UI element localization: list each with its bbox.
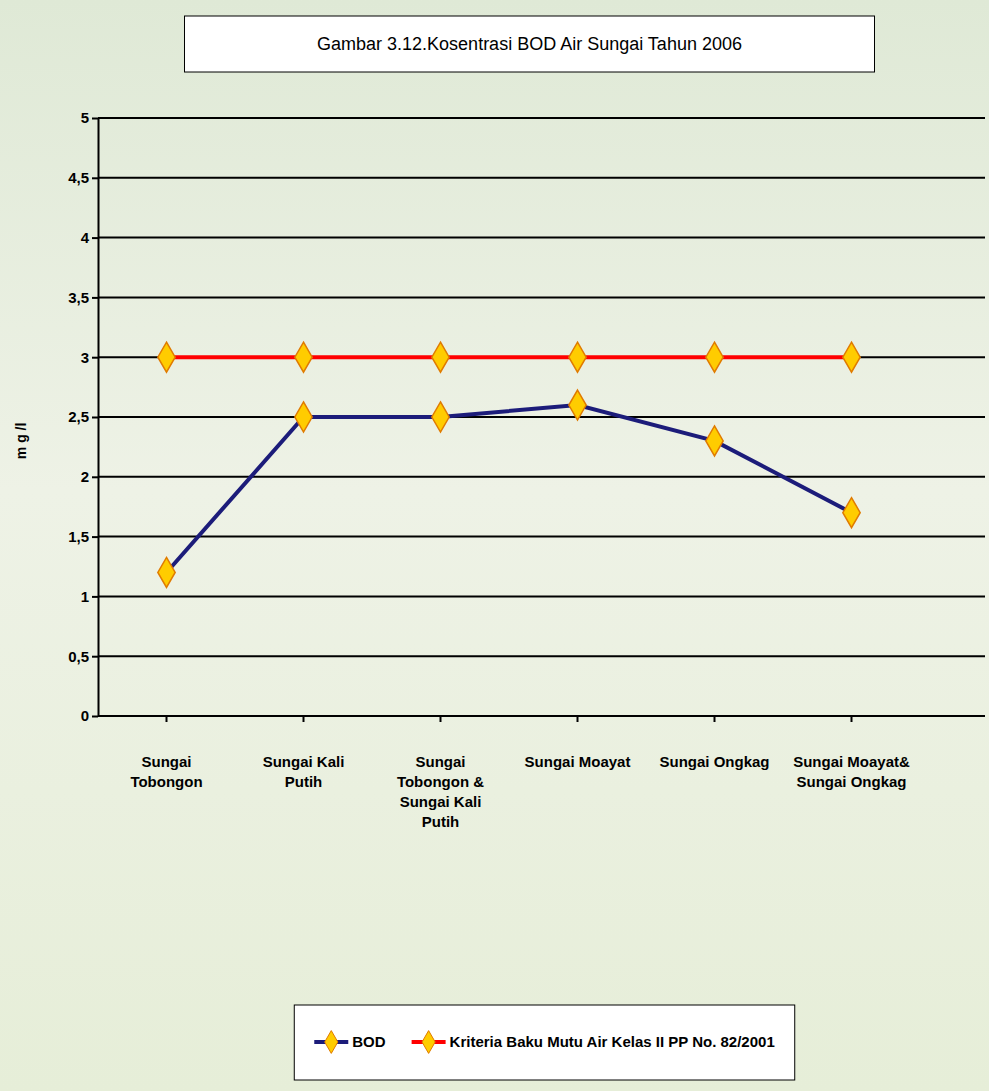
y-tick-mark xyxy=(92,237,98,239)
x-tick-label: Sungai Moayat&Sungai Ongkag xyxy=(793,753,910,790)
y-tick-mark xyxy=(92,417,98,419)
y-axis-title: m g /l xyxy=(13,423,29,460)
series-marker xyxy=(158,342,175,372)
legend-label: Kriteria Baku Mutu Air Kelas II PP No. 8… xyxy=(450,1033,775,1050)
y-tick-mark xyxy=(92,357,98,359)
series-marker xyxy=(843,342,860,372)
y-tick-label: 2,5 xyxy=(68,408,89,425)
grid-line xyxy=(98,416,985,418)
grid-line xyxy=(98,655,985,657)
series-marker xyxy=(432,342,449,372)
y-tick: 4,5 xyxy=(68,169,98,186)
legend-marker xyxy=(325,1031,338,1054)
y-tick: 3 xyxy=(81,349,98,366)
y-tick-label: 2 xyxy=(81,468,89,485)
y-tick-label: 1 xyxy=(81,588,89,605)
series-marker xyxy=(295,402,312,432)
x-tick-mark xyxy=(851,716,853,722)
y-tick-label: 1,5 xyxy=(68,528,89,545)
grid-line xyxy=(98,296,985,298)
background xyxy=(0,0,989,1091)
y-tick-label: 4 xyxy=(81,229,90,246)
series-marker xyxy=(843,498,860,528)
x-tick: Sungai Moayat&Sungai Ongkag xyxy=(793,716,910,790)
series-marker xyxy=(569,390,586,420)
y-tick: 5 xyxy=(81,109,98,126)
x-tick: Sungai Ongkag xyxy=(659,716,769,770)
x-tick-label: Sungai Ongkag xyxy=(659,753,769,770)
y-tick-label: 4,5 xyxy=(68,169,89,186)
series-marker xyxy=(706,426,723,456)
y-tick-mark xyxy=(92,596,98,598)
series-marker xyxy=(295,342,312,372)
series-marker xyxy=(432,402,449,432)
series-line xyxy=(167,355,852,359)
x-tick-label: Sungai Moayat xyxy=(525,753,631,770)
grid-line xyxy=(98,595,985,597)
x-tick-mark xyxy=(440,716,442,722)
grid xyxy=(98,118,985,716)
grid-line xyxy=(98,237,985,239)
y-tick-mark xyxy=(92,716,98,718)
legend-item: Kriteria Baku Mutu Air Kelas II PP No. 8… xyxy=(412,1031,775,1054)
legend: BOD Kriteria Baku Mutu Air Kelas II PP No… xyxy=(294,1005,794,1080)
y-tick-mark xyxy=(92,118,98,120)
y-tick-label: 3,5 xyxy=(68,289,89,306)
y-tick-mark xyxy=(92,177,98,179)
legend-item: BOD xyxy=(314,1031,386,1054)
x-tick-label: SungaiTobongon &Sungai KaliPutih xyxy=(397,753,484,831)
y-tick: 3,5 xyxy=(68,289,98,306)
chart: 00,511,522,533,544,55SungaiTobongonSunga… xyxy=(0,0,989,1091)
grid-line xyxy=(98,177,985,179)
grid-line xyxy=(98,476,985,478)
title-frame xyxy=(185,16,875,72)
x-tick-mark xyxy=(714,716,716,722)
legend-frame xyxy=(294,1005,794,1080)
x-tick: SungaiTobongon xyxy=(130,716,202,790)
y-tick: 4 xyxy=(81,229,98,246)
y-tick-label: 5 xyxy=(81,109,89,126)
x-tick: SungaiTobongon &Sungai KaliPutih xyxy=(397,716,484,830)
y-tick: 1,5 xyxy=(68,528,98,545)
grid-line xyxy=(98,117,985,119)
x-tick-mark xyxy=(577,716,579,722)
y-tick-mark xyxy=(92,656,98,658)
x-tick-label: Sungai KaliPutih xyxy=(263,753,345,790)
y-tick-label: 3 xyxy=(81,349,89,366)
series-marker xyxy=(569,342,586,372)
y-tick: 2,5 xyxy=(68,408,98,425)
y-tick: 0 xyxy=(81,707,98,724)
x-tick: Sungai Moayat xyxy=(525,716,631,770)
legend-marker xyxy=(422,1031,435,1054)
x-axis: SungaiTobongon Sungai KaliPutih SungaiTobo… xyxy=(98,716,985,830)
grid-line xyxy=(98,536,985,538)
x-tick: Sungai KaliPutih xyxy=(263,716,345,790)
series-marker xyxy=(158,557,175,587)
plot-marks xyxy=(158,342,860,587)
y-tick: 0,5 xyxy=(68,648,98,665)
y-tick-mark xyxy=(92,536,98,538)
x-tick-mark xyxy=(303,716,305,722)
y-tick-mark xyxy=(92,476,98,478)
series-line xyxy=(167,405,852,572)
series-marker xyxy=(706,342,723,372)
y-tick-label: 0,5 xyxy=(68,648,89,665)
y-tick: 1 xyxy=(81,588,98,605)
title-box: Gambar 3.12.Kosentrasi BOD Air Sungai Ta… xyxy=(185,16,875,72)
x-tick-mark xyxy=(166,716,168,722)
y-tick-label: 0 xyxy=(81,707,89,724)
y-axis: 0 0,5 1 1,5 2 2,5 3 3,5 4 4,5 5 xyxy=(68,109,98,724)
chart-title: Gambar 3.12.Kosentrasi BOD Air Sungai Ta… xyxy=(317,34,742,54)
legend-label: BOD xyxy=(352,1033,386,1050)
x-tick-label: SungaiTobongon xyxy=(130,753,202,790)
y-tick-mark xyxy=(92,297,98,299)
y-tick: 2 xyxy=(81,468,98,485)
